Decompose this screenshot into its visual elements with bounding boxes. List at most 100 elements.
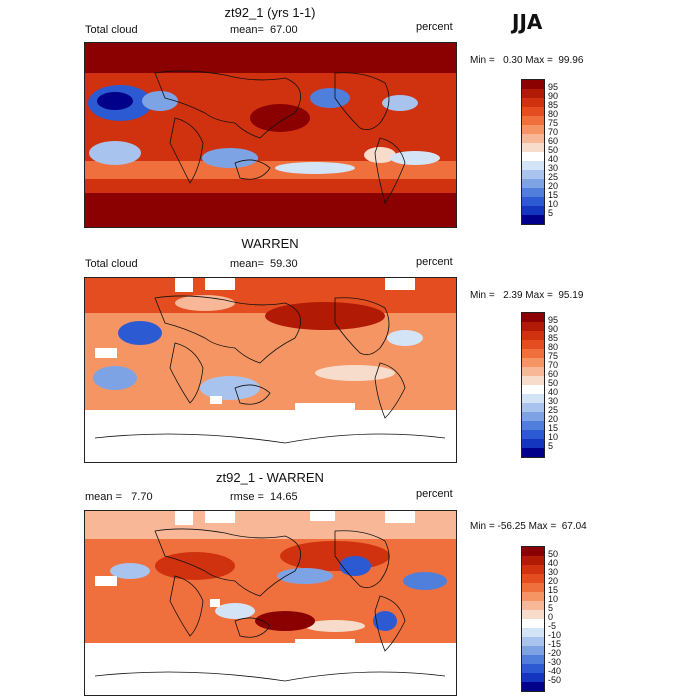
colorbar-segment: [522, 394, 544, 403]
colorbar-tick-label: 95: [548, 82, 559, 92]
panel-3-colorbar: [521, 546, 545, 692]
colorbar-tick-label: 90: [548, 91, 559, 101]
colorbar-segment: [522, 412, 544, 421]
colorbar-tick-label: -10: [548, 630, 562, 640]
panel-1-colorbar-labels: 95 90 85 80 75 70 60 50 40 30 25 20 15 10 5: [548, 79, 578, 223]
colorbar-tick-label: 95: [548, 315, 559, 325]
colorbar-segment: [522, 188, 544, 197]
colorbar-tick-label: 30: [548, 567, 559, 577]
colorbar-tick-label: -30: [548, 657, 562, 667]
panel-1-mean-label: mean= 67.00: [230, 24, 298, 36]
colorbar-tick-label: 40: [548, 558, 559, 568]
colorbar-tick-label: 40: [548, 154, 559, 164]
colorbar-tick-label: 20: [548, 414, 559, 424]
colorbar-tick-label: 70: [548, 127, 559, 137]
panel-1-unit-label: percent: [416, 21, 453, 33]
colorbar-tick-label: 20: [548, 576, 559, 586]
colorbar-tick-label: 5: [548, 603, 554, 613]
panel-3-title: zt92_1 - WARREN: [216, 470, 324, 485]
colorbar-segment: [522, 215, 544, 224]
colorbar-segment: [522, 655, 544, 664]
panel-3-unit-label: percent: [416, 488, 453, 500]
colorbar-tick-label: 60: [548, 369, 559, 379]
colorbar-tick-label: -50: [548, 675, 562, 685]
colorbar-segment: [522, 421, 544, 430]
colorbar-tick-label: -15: [548, 639, 562, 649]
panel-3-mean-label: mean = 7.70: [85, 491, 153, 503]
colorbar-segment: [522, 376, 544, 385]
colorbar-segment: [522, 349, 544, 358]
colorbar-segment: [522, 179, 544, 188]
colorbar-segment: [522, 574, 544, 583]
panel-2-min-max: Min = 2.39 Max = 95.19: [470, 290, 584, 301]
panel-2-unit-label: percent: [416, 256, 453, 268]
colorbar-segment: [522, 439, 544, 448]
colorbar-tick-label: 80: [548, 109, 559, 119]
season-label: JJA: [512, 10, 543, 34]
colorbar-tick-label: 15: [548, 423, 559, 433]
colorbar-segment: [522, 547, 544, 556]
colorbar-tick-label: 80: [548, 342, 559, 352]
colorbar-tick-label: 30: [548, 163, 559, 173]
panel-1-title: zt92_1 (yrs 1-1): [224, 5, 316, 20]
colorbar-segment: [522, 673, 544, 682]
colorbar-segment: [522, 170, 544, 179]
colorbar-tick-label: 50: [548, 378, 559, 388]
colorbar-segment: [522, 125, 544, 134]
colorbar-tick-label: 50: [548, 549, 559, 559]
colorbar-segment: [522, 152, 544, 161]
colorbar-tick-label: 85: [548, 100, 559, 110]
panel-3-colorbar-labels: 50 40 30 20 15 10 5 0 -5 -10 -15 -20 -30 -40 -50: [548, 546, 578, 690]
colorbar-segment: [522, 107, 544, 116]
colorbar-segment: [522, 98, 544, 107]
panel-2-map: [84, 277, 457, 463]
colorbar-segment: [522, 646, 544, 655]
colorbar-segment: [522, 664, 544, 673]
colorbar-segment: [522, 619, 544, 628]
colorbar-tick-label: 15: [548, 190, 559, 200]
panel-1-map-canvas: [85, 43, 456, 227]
colorbar-segment: [522, 322, 544, 331]
colorbar-tick-label: 85: [548, 333, 559, 343]
panel-2-colorbar-labels: 95 90 85 80 75 70 60 50 40 30 25 20 15 10 5: [548, 312, 578, 456]
colorbar-tick-label: 75: [548, 351, 559, 361]
panel-2-title: WARREN: [241, 236, 299, 251]
colorbar-tick-label: 60: [548, 136, 559, 146]
colorbar-segment: [522, 448, 544, 457]
colorbar-tick-label: -5: [548, 621, 557, 631]
panel-2-variable-label: Total cloud: [85, 258, 138, 270]
colorbar-tick-label: 20: [548, 181, 559, 191]
colorbar-segment: [522, 161, 544, 170]
panel-3-min-max: Min = -56.25 Max = 67.04: [470, 521, 587, 532]
panel-2-colorbar: [521, 312, 545, 458]
colorbar-segment: [522, 583, 544, 592]
colorbar-segment: [522, 143, 544, 152]
panel-3-rmse-label: rmse = 14.65: [230, 491, 298, 503]
colorbar-segment: [522, 556, 544, 565]
colorbar-segment: [522, 134, 544, 143]
colorbar-segment: [522, 565, 544, 574]
colorbar-segment: [522, 430, 544, 439]
colorbar-tick-label: 10: [548, 432, 559, 442]
colorbar-tick-label: 5: [548, 441, 554, 451]
colorbar-tick-label: 40: [548, 387, 559, 397]
panel-1-map: [84, 42, 457, 228]
colorbar-segment: [522, 340, 544, 349]
colorbar-segment: [522, 385, 544, 394]
colorbar-tick-label: -40: [548, 666, 562, 676]
colorbar-segment: [522, 592, 544, 601]
colorbar-segment: [522, 358, 544, 367]
colorbar-segment: [522, 197, 544, 206]
colorbar-tick-label: 10: [548, 594, 559, 604]
colorbar-segment: [522, 331, 544, 340]
panel-1-variable-label: Total cloud: [85, 24, 138, 36]
colorbar-tick-label: 25: [548, 405, 559, 415]
colorbar-segment: [522, 682, 544, 691]
colorbar-segment: [522, 628, 544, 637]
colorbar-tick-label: 0: [548, 612, 554, 622]
panel-1-min-max: Min = 0.30 Max = 99.96: [470, 55, 584, 66]
colorbar-segment: [522, 601, 544, 610]
colorbar-segment: [522, 610, 544, 619]
colorbar-segment: [522, 403, 544, 412]
colorbar-segment: [522, 116, 544, 125]
